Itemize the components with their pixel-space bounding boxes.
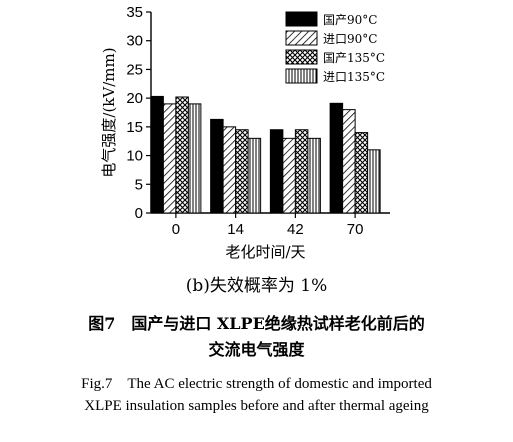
- figure-caption-en-line2: XLPE insulation samples before and after…: [84, 398, 429, 414]
- bar: [367, 149, 381, 214]
- y-tick-label: 10: [126, 148, 143, 165]
- figure-caption-cn-line2: 交流电气强度: [208, 340, 305, 359]
- legend-label: 国产90°C: [323, 13, 377, 27]
- y-tick-label: 20: [126, 90, 143, 107]
- axes: 0 5 10 15 20 25 30 35 电气强度/(kV/mm) 0 14 42 70 老化时间/天: [100, 4, 390, 261]
- legend-label: 进口135°C: [323, 70, 385, 84]
- y-tick-label: 30: [126, 33, 143, 50]
- bar: [175, 96, 189, 214]
- bar: [307, 137, 321, 214]
- bar: [329, 102, 344, 214]
- x-axis-label: 老化时间/天: [225, 243, 305, 261]
- bar: [187, 103, 202, 214]
- legend-swatch: [285, 49, 318, 65]
- x-tick-label: 70: [347, 221, 364, 238]
- bar: [162, 103, 177, 214]
- legend-swatch: [285, 30, 318, 46]
- bars: [150, 95, 381, 214]
- chart-subtitle: (b)失效概率为 1%: [185, 276, 328, 296]
- figure-caption-en-line1: Fig.7 The AC electric strength of domest…: [81, 376, 432, 392]
- bar: [269, 129, 284, 214]
- y-tick-label: 25: [126, 61, 143, 78]
- bar: [342, 109, 356, 214]
- bar: [150, 95, 164, 214]
- legend-label: 进口90°C: [323, 32, 377, 46]
- y-axis-label: 电气强度/(kV/mm): [100, 47, 118, 177]
- bar: [354, 132, 369, 214]
- x-tick-label: 0: [172, 221, 180, 238]
- legend-swatch: [285, 68, 318, 84]
- bar: [247, 137, 262, 214]
- legend: 国产90°C 进口90°C 国产135°C 进口135°C: [285, 11, 385, 84]
- bar: [282, 137, 296, 214]
- legend-label: 国产135°C: [323, 51, 385, 65]
- y-tick-label: 5: [135, 176, 143, 193]
- y-tick-label: 15: [126, 119, 143, 136]
- y-tick-label: 35: [126, 4, 143, 21]
- bar: [210, 118, 224, 214]
- bar: [222, 126, 237, 214]
- y-tick-label: 0: [135, 205, 143, 222]
- bar: [235, 129, 249, 214]
- x-tick-label: 14: [227, 221, 244, 238]
- figure-caption-cn-line1: 图7 国产与进口 XLPE绝缘热试样老化前后的: [88, 314, 425, 333]
- legend-swatch: [285, 11, 318, 27]
- bar: [294, 129, 309, 214]
- x-tick-label: 42: [287, 221, 304, 238]
